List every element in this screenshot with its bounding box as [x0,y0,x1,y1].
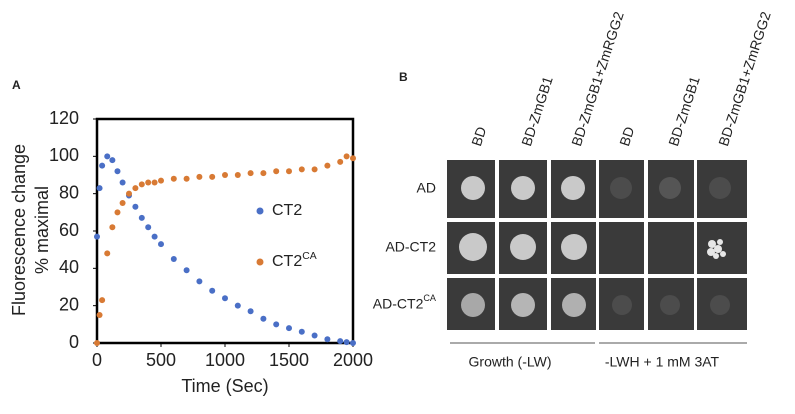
point [99,162,106,169]
point [104,250,111,257]
point [350,340,356,346]
point [298,166,305,173]
point [158,241,164,248]
x-tick-label: 0 [92,350,102,370]
superscript: CA [423,293,437,303]
point [94,233,100,240]
point [196,278,203,285]
point [183,267,190,274]
y-tick-label: 0 [69,332,79,352]
point [324,162,331,169]
column-label: BD-ZmGB1+ZmRGG2 [715,9,774,148]
column-label: BD [468,125,489,148]
point [311,332,318,339]
point [119,200,126,206]
point [273,321,280,328]
point [183,175,190,182]
plate [446,158,772,344]
point [234,302,241,309]
row-label: AD-CT2CA [373,293,437,311]
point [170,256,177,262]
panel-label: B [399,70,408,84]
column-label: BD-ZmGB1 [518,74,556,148]
point [138,214,145,221]
column-label: BD-ZmGB1 [665,74,703,148]
point [114,168,121,175]
column-label: BD-ZmGB1+ZmRGG2 [568,9,627,148]
x-axis-label: Time (Sec) [181,376,268,396]
point [343,339,350,346]
point [324,336,331,343]
x-tick-label: 2000 [333,350,373,370]
superscript: CA [302,251,317,262]
x-tick-label: 1500 [269,350,309,370]
y-tick-label: 60 [59,220,79,240]
point [234,172,241,178]
y-tick-label: 20 [59,294,79,314]
y-tick-label: 120 [49,108,79,128]
point [96,312,103,318]
legend-label: CT2CA [272,251,317,270]
y-tick-label: 80 [59,182,79,202]
point [247,170,254,177]
point [96,185,103,192]
point [209,173,216,180]
column-label: BD [616,125,637,148]
row-label: AD-CT2 [385,239,436,255]
point [337,158,344,165]
panel-label: A [12,78,21,92]
x-tick-label: 1000 [205,350,245,370]
point [286,168,292,175]
point [151,179,158,186]
point [260,170,267,177]
y-tick-label: 40 [59,257,79,277]
point [94,340,100,346]
point [109,224,116,231]
point [222,172,228,178]
legend-marker [256,207,264,215]
group-label: Growth (-LW) [469,354,552,370]
y-tick-label: 100 [49,145,79,165]
row-label: AD [417,180,436,196]
legend-label: CT2 [272,202,302,219]
point [109,157,116,164]
point [209,287,216,294]
point [132,185,139,192]
point [196,173,203,180]
point [132,203,139,210]
point [114,209,121,216]
point [145,224,152,231]
point [273,168,280,175]
point [151,233,158,240]
point [298,328,305,335]
y-axis-label: % maximal [32,186,52,274]
legend-marker [256,258,264,266]
point [119,179,126,186]
point [337,338,344,345]
point [222,295,228,302]
point [311,166,318,173]
x-tick-label: 500 [146,350,176,370]
point [158,177,164,184]
plot-frame [95,117,355,345]
point [286,325,292,332]
point [260,315,267,322]
point [99,297,106,304]
group-label: -LWH + 1 mM 3AT [605,354,720,370]
point [145,179,152,186]
point [138,181,145,188]
y-axis-label: Fluorescence change [9,144,29,316]
point [170,175,177,182]
point [126,190,132,197]
point [104,153,111,160]
point [247,308,254,315]
point [350,155,356,162]
point [343,153,350,160]
